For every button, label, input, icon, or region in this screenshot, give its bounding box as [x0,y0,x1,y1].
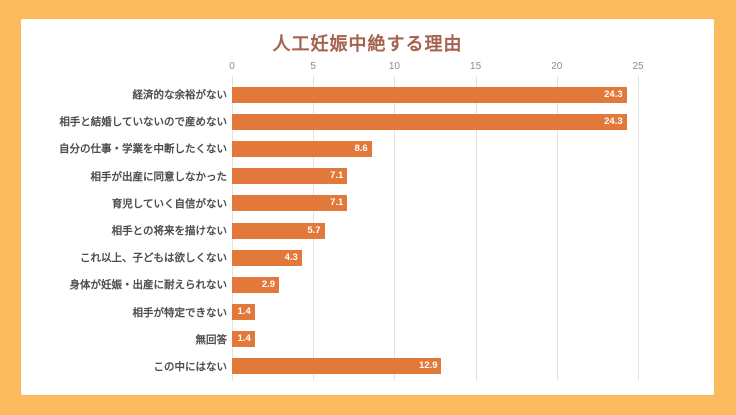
bar-row: 自分の仕事・学業を中断したくない 8.6 [21,135,714,162]
x-axis-tick-label: 25 [632,61,644,72]
gridline [556,76,558,381]
chart-title: 人工妊娠中絶する理由 [272,34,463,54]
bar: 5.7 [232,222,325,239]
bar-value-label: 1.4 [237,333,251,345]
bar-track: 1.4 [232,331,638,348]
category-label: 育児していく自信がない [111,197,227,210]
bar-track: 12.9 [232,358,638,375]
bar-value-label: 12.9 [418,360,438,372]
bar-row: 育児していく自信がない 7.1 [21,190,714,217]
bar-value-label: 8.6 [354,142,368,154]
bar: 1.4 [232,331,255,348]
bar: 8.6 [232,140,372,157]
category-label: 無回答 [195,333,228,346]
bar-value-label: 1.4 [237,306,251,318]
gridline [394,76,396,381]
bar-row: 無回答 1.4 [21,326,714,353]
bar-track: 7.1 [232,195,638,212]
bar-track: 24.3 [232,113,638,130]
bar: 7.1 [232,195,348,212]
category-label: 身体が妊娠・出産に耐えられない [69,279,228,292]
bar-row: これ以上、子どもは欲しくない 4.3 [21,244,714,271]
category-label: これ以上、子どもは欲しくない [80,252,227,265]
bar-row: 相手が出産に同意しなかった 7.1 [21,163,714,190]
bar-value-label: 24.3 [604,88,623,100]
category-label: 自分の仕事・学業を中断したくない [59,143,227,156]
bar: 12.9 [232,358,442,375]
bar-track: 2.9 [232,276,638,293]
gridline [475,76,477,381]
bar: 7.1 [232,168,348,185]
bar-track: 8.6 [232,140,638,157]
x-axis-tick-label: 10 [388,61,400,72]
bar-track: 7.1 [232,168,638,185]
bar-value-label: 7.1 [330,197,344,209]
bar-row: 相手との将来を描けない 5.7 [21,217,714,244]
category-label: 相手との将来を描けない [111,225,227,238]
bar-track: 4.3 [232,249,638,266]
category-label: 相手が特定できない [132,306,228,319]
bar-track: 5.7 [232,222,638,239]
x-axis-tick-label: 15 [470,61,482,72]
bar: 24.3 [232,86,627,103]
category-label: 経済的な余裕がない [132,89,228,102]
bar-value-label: 4.3 [284,251,298,263]
category-label: 相手と結婚していないので産めない [59,116,227,129]
bar: 1.4 [232,304,255,321]
category-label: 相手が出産に同意しなかった [90,170,228,183]
bar-value-label: 5.7 [307,224,321,236]
x-axis: 0 5 10 15 20 25 [21,61,714,75]
bar-rows: 経済的な余裕がない 24.3 相手と結婚していないので産めない 24.3 自分の仕事・学… [21,81,714,380]
bar-value-label: 24.3 [604,115,623,127]
bar-row: この中にはない 12.9 [21,353,714,380]
x-axis-tick-label: 5 [310,61,316,72]
bar-value-label: 7.1 [330,170,344,182]
category-label: この中にはない [153,360,228,373]
bar-row: 身体が妊娠・出産に耐えられない 2.9 [21,271,714,298]
bar-row: 相手が特定できない 1.4 [21,299,714,326]
bar: 24.3 [232,113,627,130]
bar-track: 1.4 [232,304,638,321]
gridline [638,76,639,381]
bar-track: 24.3 [232,86,638,103]
bar-row: 経済的な余裕がない 24.3 [21,81,714,108]
bar: 4.3 [232,249,302,266]
bar: 2.9 [232,276,280,293]
x-axis-tick-label: 0 [229,61,235,72]
bar-value-label: 2.9 [261,278,276,290]
x-axis-tick-label: 20 [551,61,563,72]
bar-row: 相手と結婚していないので産めない 24.3 [21,108,714,135]
chart-card: 人工妊娠中絶する理由 0 5 10 15 20 25 経済的な余裕がない 24.3 相手と結婚… [21,19,714,395]
